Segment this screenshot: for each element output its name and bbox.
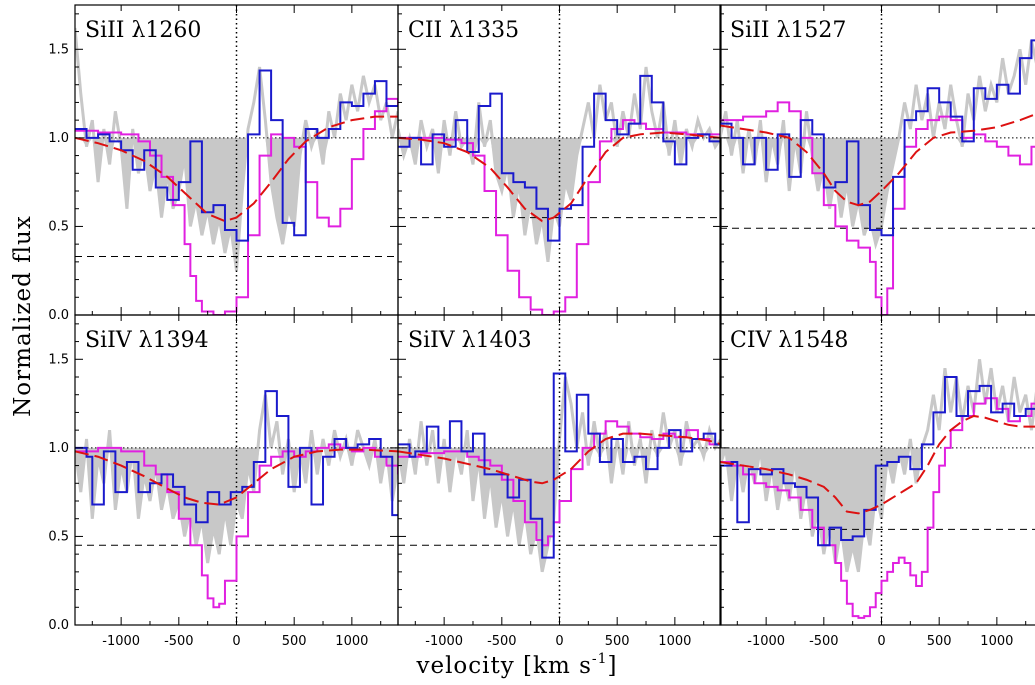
panel-plot-area <box>75 5 398 315</box>
panel-plot-area <box>720 315 1035 625</box>
panel-4: -1000 -500 0 500 1000 0.0 0.5 1.0 1.5 SiIV λ1394 <box>48 314 399 649</box>
x-tick-label: 1000 <box>335 634 368 649</box>
panel-plot-area <box>720 5 1035 315</box>
panel-2: CII λ1335 <box>397 4 722 316</box>
fit-line <box>398 131 721 223</box>
panel-grid: 0.0 0.5 1.0 1.5 SiII λ1260 CII λ1335 SiII λ152… <box>48 4 1035 649</box>
panel-label-bg <box>81 321 231 353</box>
binned-spectrum-line <box>720 376 1035 547</box>
x-tick-label: 0 <box>555 634 563 649</box>
y-tick-label: 1.5 <box>48 352 69 367</box>
panel-6: -1000 -500 0 500 1000 CIV λ1548 <box>719 314 1035 649</box>
y-tick-label: 1.0 <box>48 441 69 456</box>
panel-5: -1000 -500 0 500 1000 SiIV λ1403 <box>397 314 722 649</box>
panel-label: SiIV λ1403 <box>408 328 532 353</box>
x-tick-label: -500 <box>164 634 194 649</box>
panel-label: CII λ1335 <box>408 18 519 43</box>
panel-plot-area <box>398 315 721 625</box>
x-tick-label: -500 <box>809 634 839 649</box>
binned-spectrum-line <box>398 74 721 242</box>
model-profile-line <box>398 420 721 547</box>
y-tick-label: 0.0 <box>48 618 69 633</box>
model-profile-line <box>75 97 398 315</box>
x-tick-label: 500 <box>605 634 630 649</box>
panel-label-bg <box>404 11 554 43</box>
x-tick-label: 500 <box>282 634 307 649</box>
y-tick-label: 0.5 <box>48 529 69 544</box>
y-tick-label: 1.0 <box>48 131 69 146</box>
fit-line <box>75 115 398 223</box>
fit-line <box>720 113 1035 207</box>
fit-line <box>720 414 1035 515</box>
panel-label-bg <box>81 11 231 43</box>
panel-1: 0.0 0.5 1.0 1.5 SiII λ1260 <box>48 4 399 323</box>
binned-spectrum-line <box>75 390 398 524</box>
x-tick-label: -1000 <box>425 634 463 649</box>
x-tick-label: -500 <box>487 634 517 649</box>
panel-label: SiII λ1527 <box>730 18 846 43</box>
panel-label: CIV λ1548 <box>730 328 848 353</box>
x-tick-label: 500 <box>927 634 952 649</box>
binned-spectrum-line <box>720 39 1035 237</box>
panel-label-bg <box>404 321 554 353</box>
x-tick-label: 1000 <box>658 634 691 649</box>
x-tick-label: 0 <box>232 634 240 649</box>
x-tick-label: -1000 <box>102 634 140 649</box>
panel-label: SiII λ1260 <box>85 18 201 43</box>
y-tick-label: 0.5 <box>48 219 69 234</box>
y-axis-title: Normalized flux <box>10 215 36 417</box>
panel-label-bg <box>726 321 876 353</box>
absorption-shading <box>720 137 1035 245</box>
x-tick-label: -1000 <box>747 634 785 649</box>
x-axis-title: velocity [km s-1] <box>415 651 617 679</box>
panel-plot-area <box>75 315 398 625</box>
panel-3: SiII λ1527 <box>719 4 1035 316</box>
x-tick-label: 1000 <box>980 634 1013 649</box>
absorption-shading <box>720 447 1035 572</box>
binned-spectrum-line <box>75 69 398 242</box>
fit-line <box>75 448 398 506</box>
y-tick-label: 1.5 <box>48 42 69 57</box>
fit-line <box>398 432 721 485</box>
panel-plot-area <box>398 5 721 315</box>
model-profile-line <box>720 397 1035 619</box>
y-tick-label: 0.0 <box>48 308 69 323</box>
x-tick-label: 0 <box>877 634 885 649</box>
panel-label-bg <box>726 11 876 43</box>
panel-label: SiIV λ1394 <box>85 328 209 353</box>
